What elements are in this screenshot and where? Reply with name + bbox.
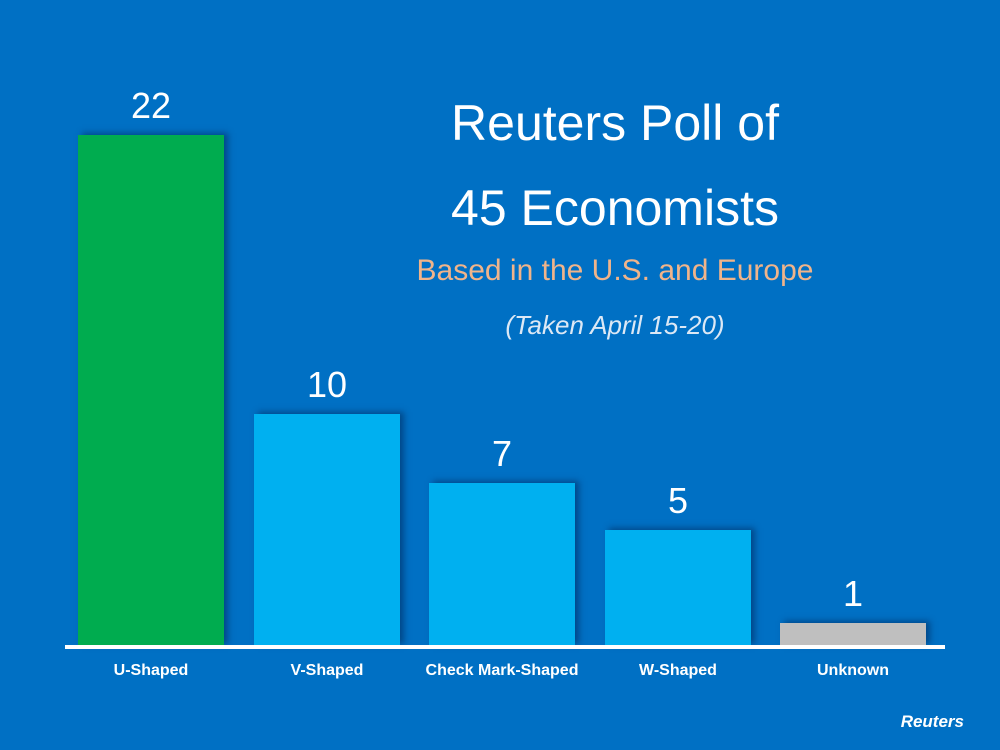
category-label: Check Mark-Shaped	[425, 662, 579, 679]
chart-title-line1: Reuters Poll of	[451, 95, 779, 151]
x-axis-line	[65, 645, 945, 649]
chart-subtitle: Based in the U.S. and Europe	[416, 254, 814, 287]
value-label: 7	[491, 433, 513, 474]
category-label: U-Shaped	[113, 662, 189, 679]
category-label: Unknown	[817, 662, 889, 679]
value-label: 22	[130, 85, 172, 126]
category-label: W-Shaped	[639, 662, 717, 679]
bar-unknown	[780, 623, 926, 646]
bar-u-shaped	[78, 135, 224, 646]
value-label: 10	[306, 364, 348, 405]
source-label: Reuters	[900, 712, 964, 731]
bar-v-shaped	[254, 414, 400, 646]
bar-w-shaped	[605, 530, 751, 646]
value-label: 5	[667, 480, 689, 521]
category-label: V-Shaped	[290, 662, 364, 679]
bar-check-mark-shaped	[429, 483, 575, 646]
date-note: (Taken April 15-20)	[505, 310, 725, 340]
chart-title-line2: 45 Economists	[451, 180, 779, 236]
value-label: 1	[842, 573, 864, 614]
